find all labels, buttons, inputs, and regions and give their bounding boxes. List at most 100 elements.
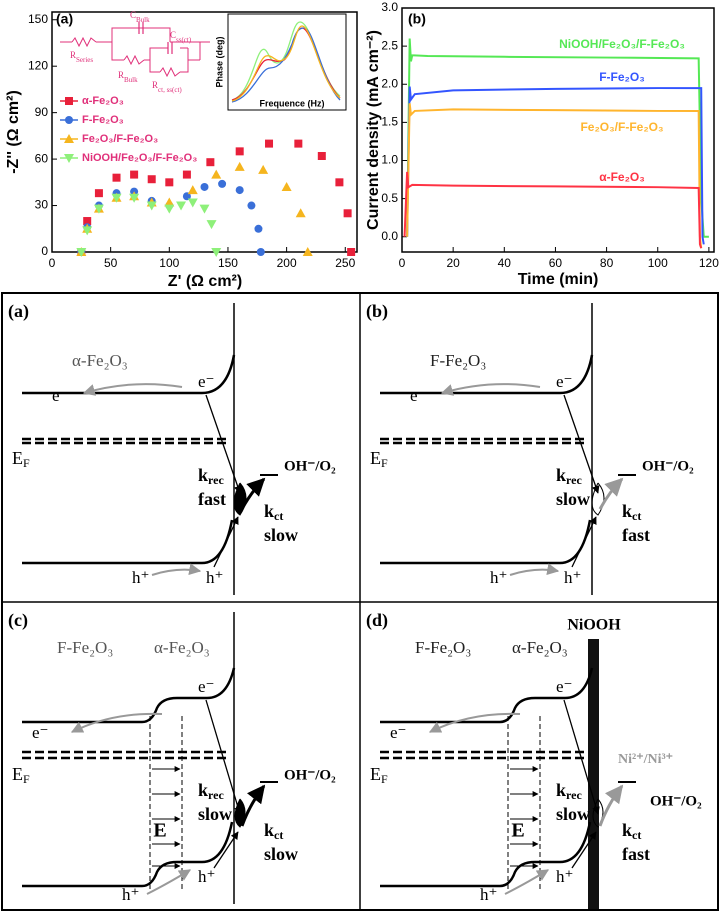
kct-label-sub: ct [632,509,641,523]
marker [211,248,222,257]
marker [64,154,74,163]
x-tick-label: 200 [277,256,297,270]
legend-label: Fe₂O₃/F-Fe₂O₃ [82,133,158,145]
circuit-label-sub: Bulk [124,76,138,84]
x-tick-label: 120 [699,256,719,270]
x-axis-label: Time (min) [518,271,599,288]
electron-arrow [440,383,541,396]
kct-speed: slow [264,525,298,545]
circuit-label-main: C [170,30,176,40]
y-tick-label: 90 [35,105,49,119]
electron-label: e⁻ [390,723,407,742]
y-tick-label: 0.0 [381,229,398,243]
marker [199,204,210,214]
panel-label: (a) [8,301,29,322]
valence-band [22,519,234,565]
marker [182,192,191,201]
fermi-label: EF [12,764,30,786]
fermi-label-sub: F [381,456,388,470]
panel-label: (a) [56,11,73,27]
redox-label: OH⁻/O₂ [284,767,336,783]
circuit-label-sub: ct, ss(ct) [158,86,182,94]
marker [129,193,140,203]
valence-band [380,519,592,565]
kct-label-main: k [622,820,632,840]
circuit-label: Css(ct) [170,30,192,44]
marker [206,220,217,230]
marker [65,116,73,124]
material-label: F-Fe₂O₃ [57,638,113,657]
fermi-label: EF [370,764,388,786]
series-label: α-Fe₂O₃ [599,170,645,184]
x-tick-label: 150 [218,256,238,270]
krec-label: krec [198,465,224,487]
x-tick-label: 40 [498,256,512,270]
electron-label: e⁻ [556,372,573,391]
panel-label: (b) [408,11,426,27]
circuit-label-sub: Series [76,56,93,64]
redox-label: OH⁻/O₂ [650,793,702,809]
redox-label: OH⁻/O₂ [284,458,336,474]
kct-label-main: k [264,501,274,521]
hole-arrow [504,869,550,895]
conduction-band [380,667,594,724]
hole-transfer [213,831,239,869]
series-line [406,103,703,249]
electron-label: e⁻ [52,386,69,405]
field-label: E [153,820,166,842]
transfer-arrow [563,394,600,494]
circuit-label-sub: ss(ct) [176,36,192,44]
marker [302,247,313,256]
marker [65,97,73,105]
marker [112,173,121,182]
electron-label: e⁻ [198,372,215,391]
inset-y-label: Phase (deg) [214,36,224,87]
electron-label: e⁻ [198,677,215,696]
krec-label-main: k [198,465,208,485]
ct-arrow [598,784,624,827]
valence-band [22,821,234,888]
hole-label: h⁺ [556,867,573,886]
electron-label: e⁻ [32,723,49,742]
fermi-label-main: E [370,448,381,468]
marker [94,189,103,198]
electron-arrow [82,383,183,396]
y-tick-label: 1.5 [381,115,398,129]
marker [82,226,93,236]
plot-frame [401,7,715,253]
marker [211,169,222,179]
kct-label: kct [264,501,283,523]
kct-label: kct [622,820,641,842]
fermi-label-main: E [12,764,23,784]
circuit-label-main: R [70,50,76,60]
transfer-arrow [205,699,242,815]
marker [164,197,175,207]
marker [93,204,104,214]
marker [147,175,156,184]
hole-label: h⁺ [206,568,223,587]
band-diagram: (c)EF-Fe₂O₃ α-Fe₂O₃e⁻e⁻EFkrecslowOH⁻/O₂kc… [8,610,336,904]
y-tick-label: 30 [35,198,49,212]
kct-speed: fast [622,844,650,864]
kct-label-main: k [622,501,632,521]
y-tick-label: 2.5 [381,38,398,52]
marker [218,179,227,188]
redox-label: OH⁻/O₂ [642,458,694,474]
marker [182,170,191,179]
panel-label: (d) [366,610,388,631]
marker [234,161,245,171]
resistors [71,36,181,78]
kct-label-sub: ct [274,828,283,842]
marker [187,185,198,195]
x-tick-label: 80 [600,256,614,270]
hole-label: h⁺ [198,867,215,886]
x-tick-label: 0 [49,256,56,270]
marker [295,208,306,218]
fermi-label-sub: F [23,456,30,470]
marker [187,198,198,208]
series-label: NiOOH/Fe₂O₃/F-Fe₂O₃ [559,37,685,51]
hole-label: h⁺ [122,885,139,904]
kct-label-main: k [264,820,274,840]
circuit-label: RBulk [118,70,138,84]
